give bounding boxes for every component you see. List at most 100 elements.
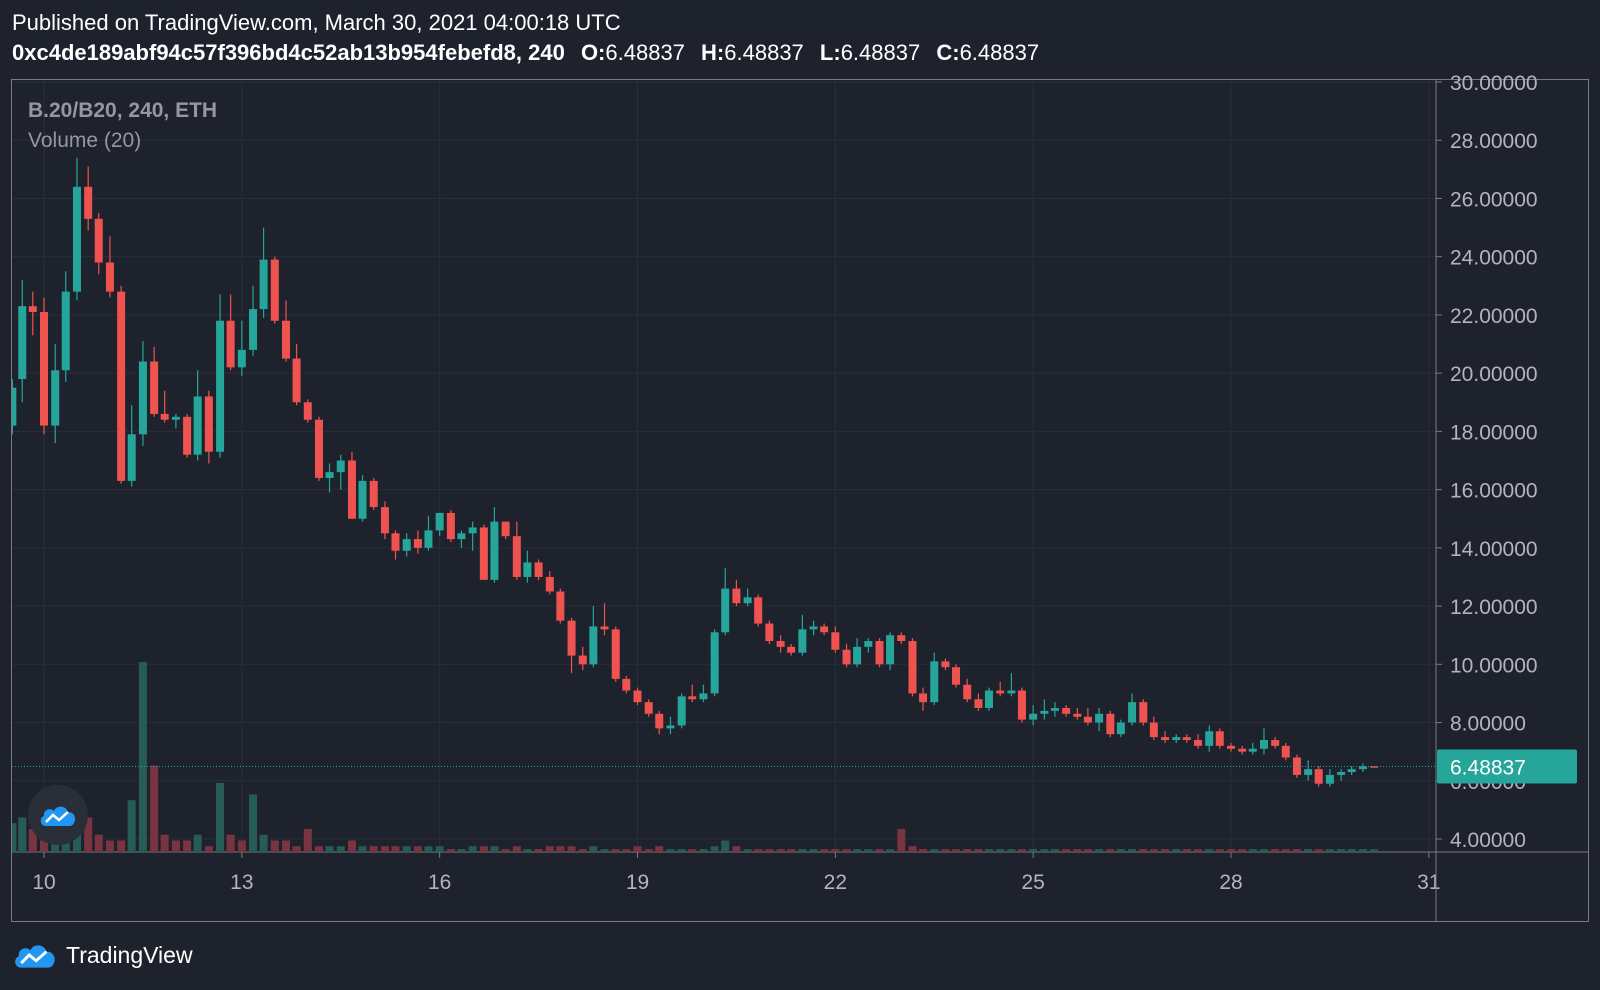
candle-body [127,434,136,481]
candle-body [282,320,291,359]
volume-bar [490,846,499,852]
volume-bar [216,782,225,852]
plot-area[interactable] [8,157,1436,852]
volume-bar [1116,849,1125,852]
volume-bar [325,846,334,852]
volume-bar [984,849,993,852]
legend-volume[interactable]: Volume (20) [28,129,142,152]
candle-body [644,702,653,714]
last-price-label: 6.48837 [1450,757,1526,780]
candle-body [732,588,741,604]
candle-body [1050,707,1059,711]
tradingview-floating-logo[interactable] [28,785,88,845]
candle-body [457,533,466,540]
symbol-interval: 0xc4de189abf94c57f396bd4c52ab13b954febef… [12,40,565,65]
volume-bar [1017,849,1026,852]
volume-bar [468,846,477,852]
candle-body [1116,722,1125,735]
volume-bar [1050,849,1059,852]
volume-bar [127,800,136,852]
volume-bar [1347,849,1356,852]
volume-bar [699,849,708,852]
candle-body [1259,740,1268,749]
volume-bar [1073,849,1082,852]
chart-header: Published on TradingView.com, March 30, … [12,8,1588,68]
volume-bar [644,849,653,852]
y-tick-label: 8.00000 [1450,713,1526,736]
candle-body [237,349,246,368]
volume-bar [1370,849,1379,852]
candle-body [84,186,93,219]
candle-body [94,218,103,263]
open-value: 6.48837 [605,40,685,65]
candle-body [1128,702,1137,723]
volume-bar [831,849,840,852]
volume-bar [886,849,895,852]
volume-bar [1040,849,1049,852]
volume-bar [765,849,774,852]
volume-bar [864,849,873,852]
candle-body [468,527,477,534]
candle-body [1205,731,1214,746]
volume-bar [798,849,807,852]
candle-body [270,259,279,321]
volume-bar [875,849,884,852]
candle-body [369,480,378,508]
volume-bar [1029,849,1038,852]
volume-bar [18,817,27,852]
candle-body [1238,748,1247,752]
candle-body [908,641,917,694]
candle-body [820,626,829,633]
candle-body [358,480,367,519]
candle-body [117,291,126,481]
volume-bar [1205,849,1214,852]
volume-bar [589,846,598,852]
volume-bar [249,794,258,852]
volume-bar [1182,849,1191,852]
candle-body [589,626,598,665]
low-label: L: [819,40,841,65]
candle-body [765,623,774,642]
candle-body [1347,769,1356,773]
footer-brand[interactable]: TradingView [66,941,193,968]
volume-bar [842,849,851,852]
candle-body [249,309,258,350]
volume-bar [996,849,1005,852]
candle-body [666,725,675,729]
candle-body [28,306,37,313]
volume-bar [622,849,631,852]
volume-bar [391,846,400,852]
candle-body [1172,737,1181,741]
candle-body [545,576,554,592]
candle-body [1215,731,1224,746]
candle-body [171,416,180,420]
candle-body [325,472,334,478]
volume-bar [545,846,554,852]
candle-body [886,635,895,665]
volume-bar [369,846,378,852]
volume-bar [1281,849,1290,852]
volume-bar [556,846,565,852]
volume-bar [138,662,147,852]
x-tick-label: 10 [32,871,55,894]
candle-body [435,512,444,531]
candle-body [567,620,576,656]
volume-bar [226,834,235,852]
candle-body [798,629,807,653]
volume-bar [963,849,972,852]
candle-body [721,588,730,633]
candle-body [1139,702,1148,723]
candle-body [150,361,159,414]
volume-bar [611,849,620,852]
high-value: 6.48837 [724,40,804,65]
volume-bar [677,849,686,852]
legend-symbol[interactable]: B.20/B20, 240, ETH [28,99,218,122]
volume-bar [160,834,169,852]
volume-bar [787,849,796,852]
volume-bar [1292,849,1301,852]
volume-bar [721,840,730,852]
volume-bar [974,849,983,852]
candle-body [18,306,27,379]
volume-bar [424,846,433,852]
